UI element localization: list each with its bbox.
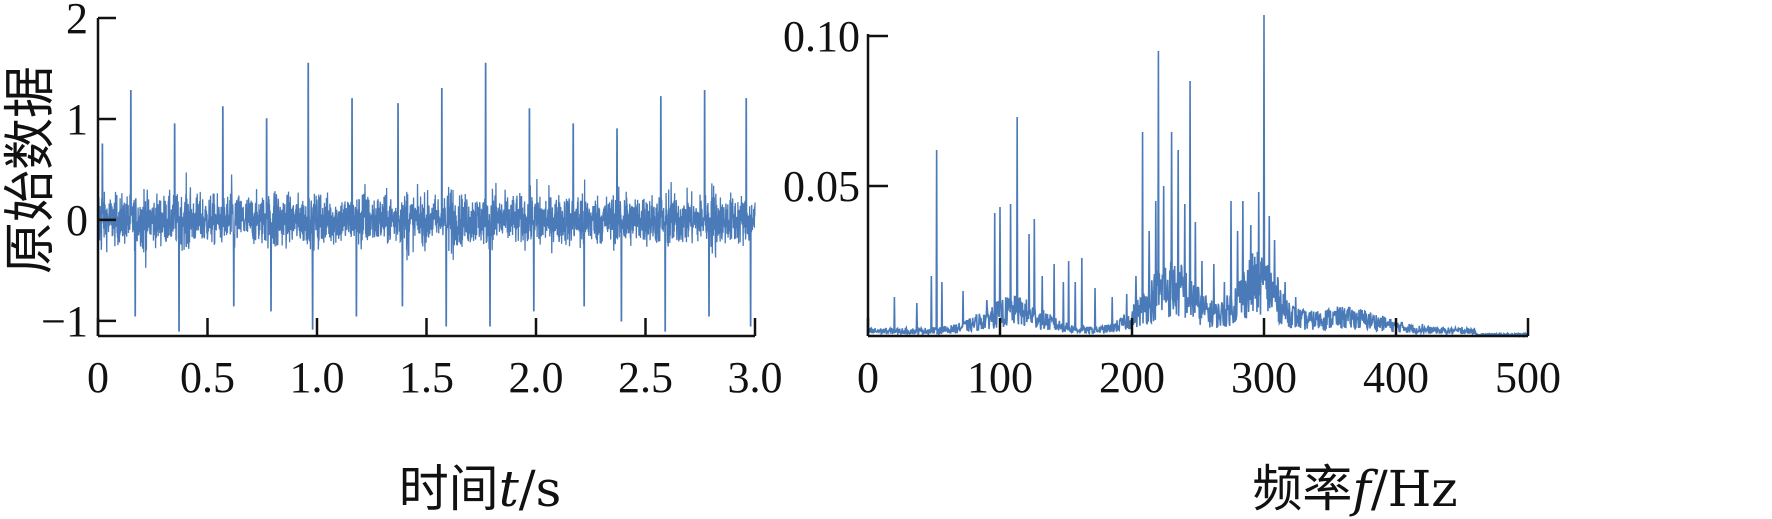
time-x-tick-label: 3.0 bbox=[728, 353, 783, 402]
time-y-ticks: −1 0 1 2 bbox=[41, 0, 116, 346]
time-x-axis-label: 时间t/s bbox=[399, 460, 562, 518]
frequency-y-ticks: 0.05 0.10 bbox=[783, 12, 888, 211]
spectrum-series bbox=[867, 14, 1529, 339]
frequency-x-tick-label: 100 bbox=[967, 353, 1033, 402]
frequency-x-tick-label: 400 bbox=[1363, 353, 1429, 402]
time-x-tick-label: 2.5 bbox=[618, 353, 673, 402]
spectrum-chart: 0.05 0.10 0 100 200 300 400 500 频率f/Hz bbox=[783, 12, 1561, 518]
time-x-ticks: 0 0.5 1.0 1.5 2.0 2.5 3.0 bbox=[87, 318, 783, 402]
time-signal-line bbox=[97, 62, 756, 332]
frequency-x-tick-label: 500 bbox=[1495, 353, 1561, 402]
frequency-y-tick-label: 0.05 bbox=[783, 162, 860, 211]
time-y-tick-label: 2 bbox=[66, 0, 88, 43]
spectrum-line bbox=[867, 14, 1529, 339]
time-y-axis-label: 原始数据 bbox=[1, 66, 61, 274]
time-x-tick-label: 0 bbox=[87, 353, 109, 402]
time-signal-series bbox=[97, 62, 756, 332]
time-y-tick-label: 1 bbox=[66, 95, 88, 144]
time-x-tick-label: 0.5 bbox=[180, 353, 235, 402]
time-x-tick-label: 1.5 bbox=[399, 353, 454, 402]
frequency-x-axis-label: 频率f/Hz bbox=[1252, 460, 1457, 518]
time-y-tick-label: 0 bbox=[66, 196, 88, 245]
time-y-tick-label: −1 bbox=[41, 297, 88, 346]
frequency-x-tick-label: 200 bbox=[1099, 353, 1165, 402]
time-x-tick-label: 2.0 bbox=[509, 353, 564, 402]
frequency-x-tick-label: 0 bbox=[857, 353, 879, 402]
time-x-tick-label: 1.0 bbox=[290, 353, 345, 402]
frequency-y-tick-label: 0.10 bbox=[783, 12, 860, 61]
frequency-x-ticks: 0 100 200 300 400 500 bbox=[857, 318, 1561, 402]
time-signal-chart: −1 0 1 2 0 0.5 1.0 1.5 2.0 2.5 3.0 原始数据 时间t/s bbox=[1, 0, 783, 518]
frequency-x-tick-label: 300 bbox=[1231, 353, 1297, 402]
